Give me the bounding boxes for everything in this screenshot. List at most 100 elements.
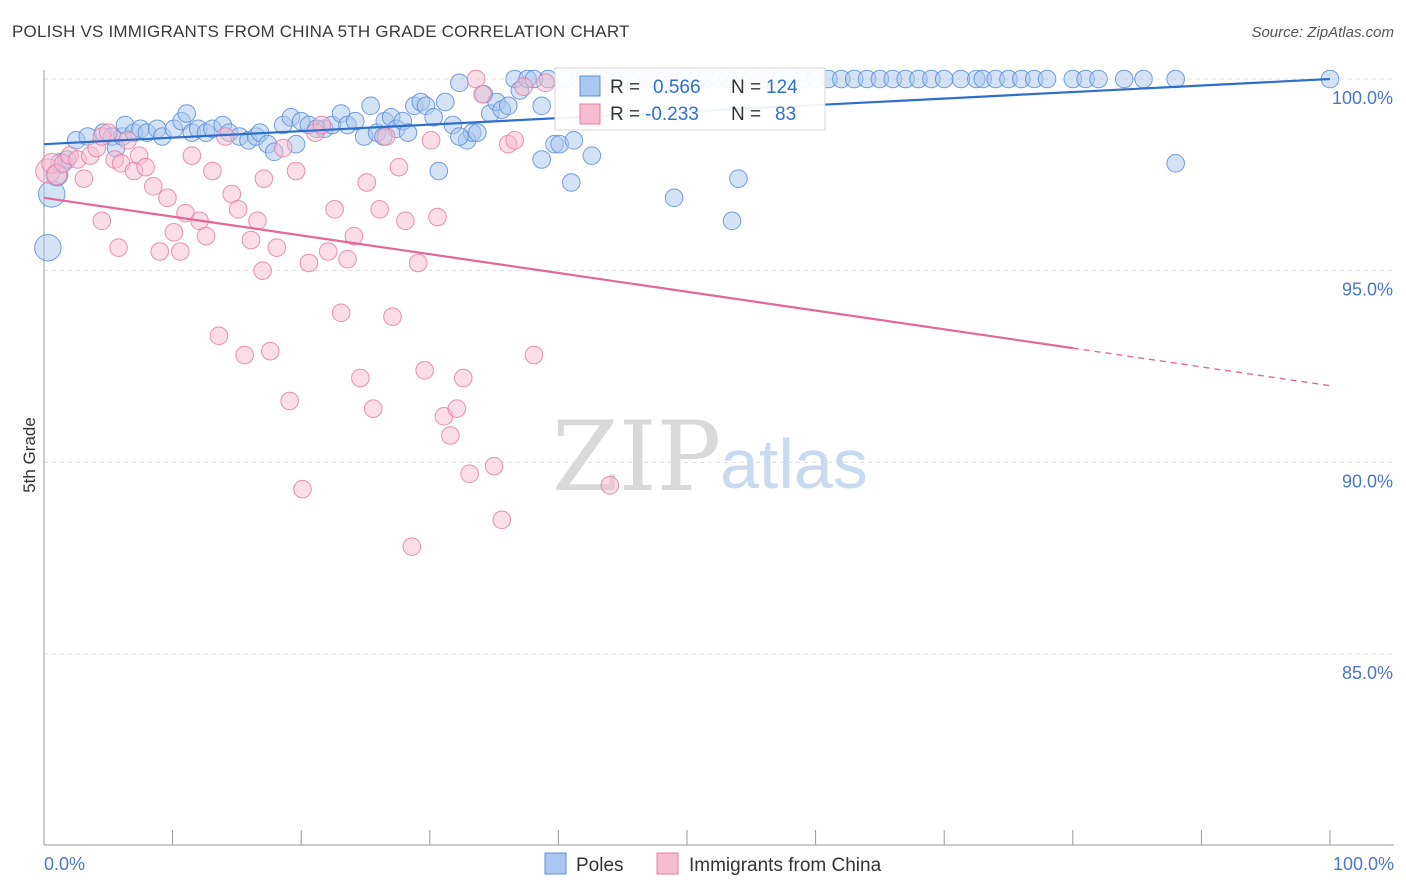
- data-point[interactable]: [182, 146, 202, 165]
- data-point[interactable]: [248, 211, 267, 231]
- data-point[interactable]: [357, 173, 377, 192]
- data-point[interactable]: [415, 361, 434, 380]
- data-point[interactable]: [92, 211, 112, 231]
- data-point[interactable]: [34, 233, 62, 262]
- trend-line-extension-china: [1072, 347, 1331, 387]
- data-point[interactable]: [158, 188, 177, 208]
- data-point[interactable]: [144, 177, 163, 196]
- data-point[interactable]: [293, 479, 312, 499]
- data-point[interactable]: [722, 211, 742, 231]
- data-point[interactable]: [450, 127, 469, 146]
- data-point[interactable]: [370, 200, 389, 219]
- data-point[interactable]: [1037, 69, 1057, 89]
- data-point[interactable]: [203, 161, 222, 181]
- data-point[interactable]: [177, 104, 197, 123]
- data-point[interactable]: [561, 173, 581, 192]
- data-point[interactable]: [450, 73, 469, 93]
- data-point[interactable]: [351, 368, 370, 388]
- data-point[interactable]: [99, 123, 118, 142]
- data-point[interactable]: [389, 157, 409, 177]
- data-point[interactable]: [196, 226, 216, 246]
- y-tick-label: 85.0%: [1342, 663, 1393, 683]
- data-point[interactable]: [564, 131, 584, 150]
- data-point[interactable]: [363, 399, 383, 418]
- data-point[interactable]: [484, 456, 504, 476]
- data-point[interactable]: [402, 537, 422, 556]
- data-point[interactable]: [447, 399, 467, 418]
- data-point[interactable]: [216, 127, 235, 146]
- data-point[interactable]: [318, 242, 338, 261]
- data-point[interactable]: [325, 200, 344, 219]
- x-ticks: [43, 830, 1331, 845]
- data-point[interactable]: [441, 426, 460, 445]
- data-point[interactable]: [532, 96, 551, 116]
- data-point[interactable]: [273, 138, 293, 158]
- data-point[interactable]: [460, 464, 479, 484]
- data-point[interactable]: [1114, 69, 1134, 89]
- bottom-legend-label-poles[interactable]: Poles: [576, 855, 624, 876]
- data-point[interactable]: [1134, 69, 1153, 89]
- data-point[interactable]: [514, 77, 533, 96]
- source-label[interactable]: Source: ZipAtlas.com: [1251, 24, 1394, 41]
- data-point[interactable]: [536, 73, 555, 93]
- data-point[interactable]: [361, 96, 380, 116]
- data-point[interactable]: [164, 223, 184, 242]
- data-point[interactable]: [408, 253, 428, 273]
- data-point[interactable]: [582, 146, 602, 165]
- data-point[interactable]: [421, 131, 441, 150]
- data-point[interactable]: [345, 111, 365, 131]
- data-point[interactable]: [532, 150, 551, 169]
- data-point[interactable]: [729, 169, 748, 188]
- data-point[interactable]: [600, 476, 620, 495]
- data-point[interactable]: [109, 238, 128, 257]
- series-legend: Poles Immigrants from China: [544, 852, 882, 876]
- data-point[interactable]: [235, 345, 254, 365]
- data-point[interactable]: [267, 238, 287, 257]
- data-point[interactable]: [344, 226, 364, 246]
- data-point[interactable]: [492, 510, 512, 530]
- data-point[interactable]: [376, 127, 396, 146]
- data-point[interactable]: [150, 242, 170, 261]
- data-point[interactable]: [74, 169, 94, 188]
- data-point[interactable]: [338, 249, 357, 269]
- data-point[interactable]: [331, 303, 351, 323]
- data-point[interactable]: [664, 188, 684, 208]
- data-point[interactable]: [505, 131, 524, 150]
- data-point[interactable]: [429, 161, 449, 181]
- data-point[interactable]: [398, 123, 418, 142]
- data-point[interactable]: [299, 253, 319, 273]
- legend-r-value-poles: 0.566: [653, 77, 701, 98]
- data-point[interactable]: [286, 161, 306, 181]
- bottom-legend-label-china[interactable]: Immigrants from China: [689, 855, 882, 876]
- data-point[interactable]: [241, 230, 261, 250]
- y-axis-title: 5th Grade: [20, 417, 39, 493]
- legend-r-value-china: -0.233: [645, 104, 699, 125]
- data-point[interactable]: [435, 92, 455, 112]
- bottom-legend-swatch-poles[interactable]: [544, 852, 567, 875]
- data-point[interactable]: [396, 211, 415, 231]
- data-point[interactable]: [498, 96, 518, 116]
- data-point[interactable]: [228, 200, 248, 219]
- data-point[interactable]: [424, 108, 443, 127]
- data-point[interactable]: [261, 341, 280, 361]
- data-point[interactable]: [473, 85, 492, 104]
- data-point[interactable]: [453, 368, 473, 388]
- data-point[interactable]: [468, 123, 487, 142]
- data-point[interactable]: [280, 391, 299, 411]
- data-point[interactable]: [209, 326, 229, 346]
- data-point[interactable]: [934, 69, 954, 89]
- data-point[interactable]: [1166, 154, 1185, 173]
- watermark-zip: ZIP: [552, 401, 721, 513]
- data-point[interactable]: [1089, 69, 1108, 89]
- data-point[interactable]: [253, 261, 272, 280]
- x-tick-label-min: 0.0%: [44, 854, 85, 874]
- data-point[interactable]: [383, 307, 402, 326]
- data-point[interactable]: [254, 169, 274, 188]
- data-point[interactable]: [524, 345, 544, 365]
- data-point[interactable]: [171, 242, 190, 261]
- data-point[interactable]: [428, 207, 447, 227]
- data-point[interactable]: [1166, 69, 1185, 89]
- bottom-legend-swatch-china[interactable]: [656, 852, 679, 875]
- data-point[interactable]: [136, 157, 155, 177]
